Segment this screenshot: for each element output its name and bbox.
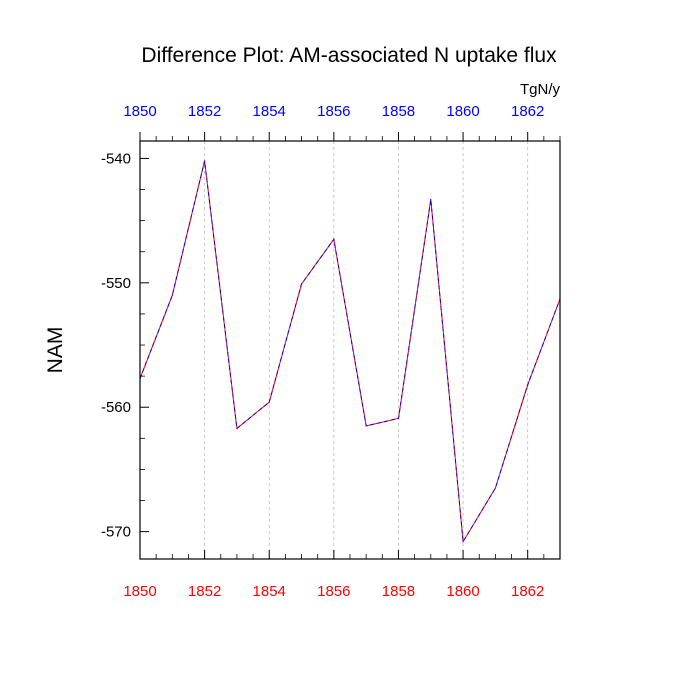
y-axis-label: NAM xyxy=(44,327,67,374)
x-tick-label: 1852 xyxy=(188,583,221,600)
x-tick-label-top: 1858 xyxy=(382,103,415,120)
data-point xyxy=(236,427,238,429)
data-point xyxy=(268,401,270,403)
x-tick-label: 1858 xyxy=(382,583,415,600)
x-tick-labels-top: 1850 1852 1854 1856 1858 1860 1862 xyxy=(123,103,544,120)
gridlines xyxy=(204,141,529,559)
plot-frame xyxy=(139,140,561,560)
data-point xyxy=(204,160,206,162)
y-tick-labels: -540 -550 -560 -570 xyxy=(101,150,131,540)
x-tick-label: 1856 xyxy=(317,583,350,600)
data-point xyxy=(494,487,496,489)
chart-title: Difference Plot: AM-associated N uptake … xyxy=(141,44,557,67)
x-tick-label: 1862 xyxy=(511,583,544,600)
x-tick-label-top: 1856 xyxy=(317,103,350,120)
data-point xyxy=(365,425,367,427)
series-line-overlay xyxy=(139,160,561,544)
data-point xyxy=(333,238,335,240)
data-point xyxy=(462,541,464,543)
x-tick-label-top: 1862 xyxy=(511,103,544,120)
units-label: TgN/y xyxy=(520,81,561,98)
data-point xyxy=(171,294,173,296)
axis-ticks xyxy=(139,132,561,559)
data-point xyxy=(397,417,400,419)
data-point xyxy=(430,198,432,201)
y-tick-label: -570 xyxy=(101,524,131,541)
x-tick-label-top: 1860 xyxy=(446,103,479,120)
x-tick-label-top: 1850 xyxy=(123,103,156,120)
y-tick-label: -540 xyxy=(101,150,131,167)
x-tick-label: 1850 xyxy=(123,583,156,600)
x-tick-label: 1854 xyxy=(253,583,286,600)
data-series xyxy=(139,160,561,544)
y-tick-label: -560 xyxy=(101,399,131,416)
x-tick-labels-bottom: 1850 1852 1854 1856 1858 1860 1862 xyxy=(123,583,544,600)
data-point xyxy=(527,384,529,386)
y-tick-label: -550 xyxy=(101,275,131,292)
x-tick-label-top: 1852 xyxy=(188,103,221,120)
data-point xyxy=(300,283,303,285)
x-tick-label-top: 1854 xyxy=(253,103,286,120)
x-tick-label: 1860 xyxy=(446,583,479,600)
